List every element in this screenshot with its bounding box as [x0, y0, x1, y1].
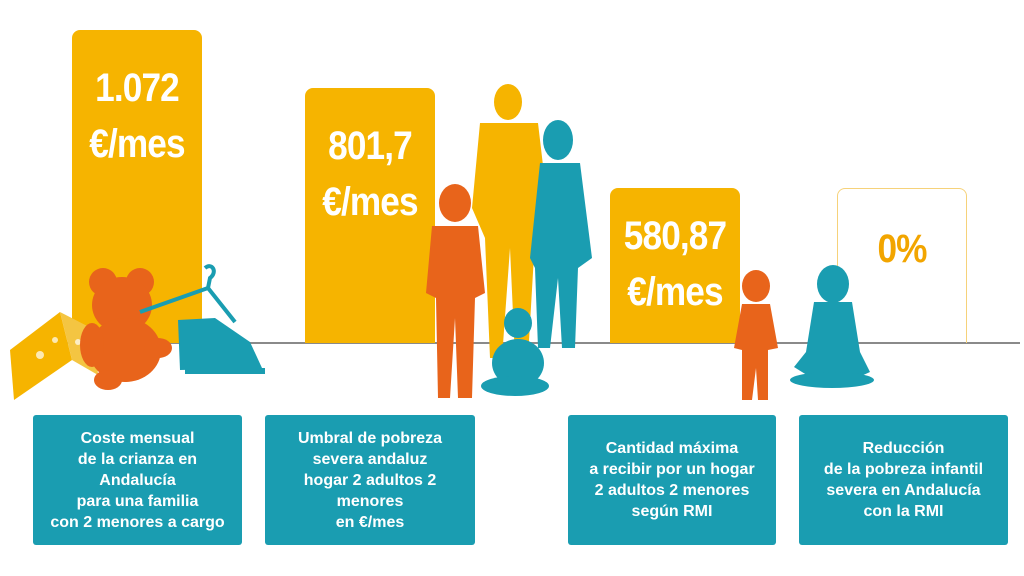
caption-reduccion: Reducción de la pobreza infantil severa …	[799, 415, 1008, 545]
teddy-bear-icon	[80, 268, 172, 390]
clothes-hanger-icon	[139, 264, 237, 324]
toddler-silhouette-icon	[734, 270, 778, 400]
caption-umbral: Umbral de pobreza severa andaluz hogar 2…	[265, 415, 475, 545]
shoe-icon	[178, 318, 265, 374]
bar-value-label: 801,7 €/mes	[322, 124, 418, 224]
bar-reduccion: 0%	[837, 188, 967, 343]
family-silhouette-icon	[426, 84, 592, 398]
caption-rmi: Cantidad máxima a recibir por un hogar 2…	[568, 415, 776, 545]
bar-value-label: 0%	[877, 227, 927, 271]
caption-crianza: Coste mensual de la crianza en Andalucía…	[33, 415, 242, 545]
bar-value-label: 580,87 €/mes	[623, 214, 727, 314]
sitting-girl-silhouette-icon	[790, 265, 874, 388]
bar-value-label: 1.072 €/mes	[89, 66, 185, 166]
bar-umbral: 801,7 €/mes	[305, 88, 435, 343]
objects-illustration	[10, 264, 265, 400]
bar-rmi: 580,87 €/mes	[610, 188, 740, 343]
